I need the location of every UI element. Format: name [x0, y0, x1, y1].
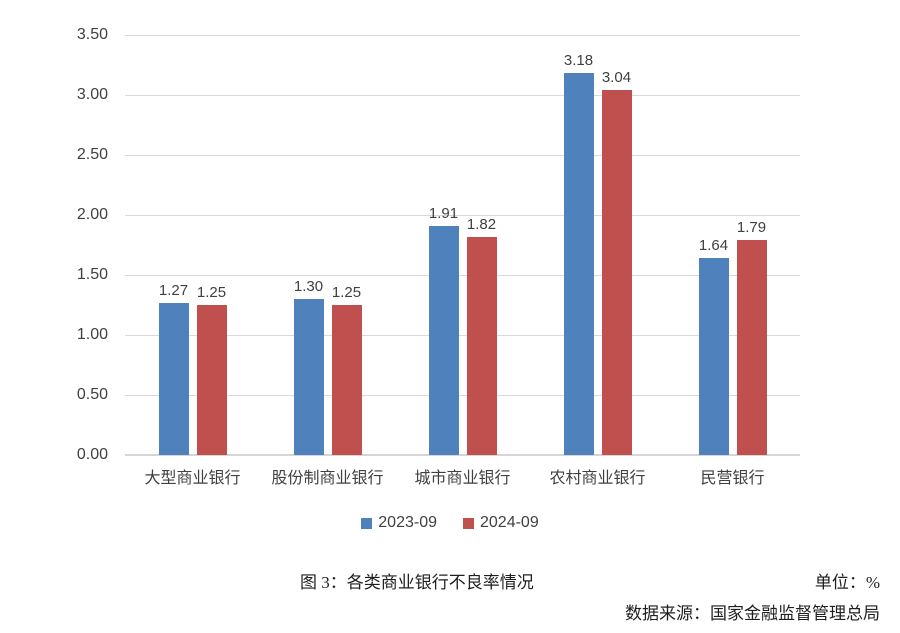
- legend-swatch-icon: [361, 517, 373, 529]
- gridline: [125, 95, 800, 96]
- gridline: [125, 215, 800, 216]
- bar-2023-09-农村商业银行: [563, 73, 594, 455]
- gridline: [125, 155, 800, 156]
- y-axis-tick-label: 2.00: [76, 206, 108, 223]
- x-axis-category-label: 大型商业银行: [144, 470, 241, 487]
- bar-value-label: 1.82: [466, 215, 497, 233]
- y-axis-tick-label: 0.50: [76, 386, 108, 403]
- bar-value-label: 1.25: [331, 284, 362, 301]
- y-axis-tick-label: 3.50: [76, 26, 108, 43]
- bar-2023-09-股份制商业银行: [293, 299, 324, 455]
- bar-value-label: 3.04: [601, 69, 632, 87]
- bar-value-label: 1.64: [698, 237, 729, 255]
- legend: 2023-09 2024-09: [0, 514, 900, 532]
- gridline: [125, 275, 800, 276]
- caption-source: 数据来源：国家金融监督管理总局: [625, 604, 880, 623]
- y-axis-tick-label: 2.50: [76, 146, 108, 163]
- bar-2024-09-股份制商业银行: [331, 305, 362, 455]
- gridline: [125, 335, 800, 336]
- y-axis-tick-label: 0.00: [76, 446, 108, 463]
- bar-value-label: 1.25: [196, 284, 227, 301]
- bar-2023-09-民营银行: [698, 258, 729, 455]
- bar-2023-09-城市商业银行: [428, 225, 459, 455]
- legend-label: 2024-09: [480, 514, 539, 531]
- bar-2024-09-农村商业银行: [601, 90, 632, 455]
- y-axis-tick-label: 1.50: [76, 266, 108, 283]
- legend-item-2023-09: 2023-09: [361, 514, 437, 532]
- y-axis-tick-label: 1.00: [76, 326, 108, 343]
- bar-2024-09-民营银行: [736, 240, 767, 455]
- caption-unit: 单位：%: [814, 573, 880, 592]
- bar-value-label: 1.27: [158, 281, 189, 299]
- x-axis-category-label: 民营银行: [700, 470, 765, 487]
- bar-value-label: 1.91: [428, 204, 459, 222]
- bar-value-label: 1.30: [293, 278, 324, 295]
- bar-2024-09-大型商业银行: [196, 305, 227, 455]
- y-axis-tick-label: 3.00: [76, 86, 108, 103]
- legend-item-2024-09: 2024-09: [463, 514, 539, 532]
- bar-2024-09-城市商业银行: [466, 236, 497, 455]
- legend-swatch-icon: [463, 517, 474, 529]
- gridline: [125, 35, 800, 36]
- bar-2023-09-大型商业银行: [158, 302, 189, 455]
- x-axis-category-label: 城市商业银行: [414, 470, 511, 487]
- x-axis-category-label: 股份制商业银行: [271, 470, 384, 487]
- caption-title: 图 3：各类商业银行不良率情况: [300, 573, 534, 592]
- x-axis-line: [125, 454, 800, 456]
- bar-value-label: 3.18: [563, 52, 594, 70]
- bar-value-label: 1.79: [736, 219, 767, 237]
- x-axis-category-label: 农村商业银行: [549, 470, 646, 487]
- gridline: [125, 395, 800, 396]
- legend-label: 2023-09: [378, 514, 437, 531]
